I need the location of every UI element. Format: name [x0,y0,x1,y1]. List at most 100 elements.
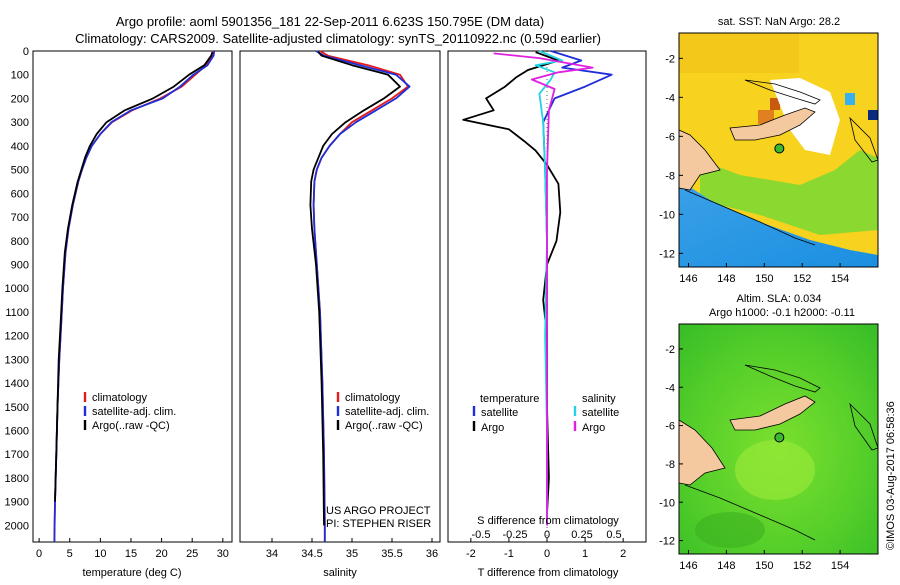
legend-label: Argo(..raw -QC) [92,420,170,432]
depth-tick-label: 1400 [5,378,29,390]
sla-argo-position-marker [774,432,785,443]
sst-hot-cell [758,110,774,124]
x-tick-label: 15 [125,548,137,560]
depth-tick-label: 1900 [5,497,29,509]
sst-green-band [700,150,878,235]
depth-tick-label: 900 [11,259,29,271]
map-lon-tick-label: 152 [793,273,811,285]
legend-label: climatology [345,392,401,404]
map-lat-tick-label: -2 [665,344,675,356]
x-tick-label: 0 [36,548,42,560]
depth-tick-label: 1000 [5,283,29,295]
depth-axis: 0 100 200 300 400 500 600 700 800 900 1000 1100 1200… [5,46,37,532]
map-lon-tick-label: 148 [717,560,735,572]
map-lat-tick-label: -4 [665,92,675,104]
legend-label: satellite-adj. clim. [92,406,176,418]
sst-cold-water [679,180,878,267]
sla-high-anomaly [735,440,815,500]
map-lat-tick-label: -6 [665,131,675,143]
depth-tick-label: 1600 [5,426,29,438]
x-tick-label: 10 [94,548,106,560]
x-tick-label: 35.5 [381,548,402,560]
s-diff-tick-label: 0 [544,529,550,541]
map-lat-tick-label: -8 [665,170,675,182]
sst-hot-cell [770,98,780,110]
s-diff-tick-label: -0.5 [472,529,491,541]
difference-panel: -2 -1 0 1 2 S difference from climatology -0… [447,50,647,579]
x-tick-label: -1 [504,548,514,560]
depth-tick-label: 500 [11,165,29,177]
x-tick-label: 35 [346,548,358,560]
sst-argo-position-marker [774,143,785,154]
map-lon-tick-label: 152 [793,560,811,572]
s-diff-tick-label: 0.25 [571,529,592,541]
x-tick-label: 1 [582,548,588,560]
temperature-xlabel: temperature (deg C) [82,567,181,579]
sst-cold-cell [845,93,855,105]
legend-label: climatology [92,392,148,404]
series-line-argo-raw-qc- [54,51,214,502]
x-tick-label: 34.5 [301,548,322,560]
depth-tick-label: 800 [11,236,29,248]
x-tick-label: 2 [620,548,626,560]
sst-land-new-guinea [678,129,721,191]
series-line-argo-raw-qc- [309,51,401,526]
sla-low-anomaly [695,512,765,548]
title-line-2: Climatology: CARS2009. Satellite-adjuste… [75,31,601,46]
s-difference-label: S difference from climatology [477,515,619,527]
s-diff-tick-label: -0.25 [502,529,527,541]
sst-coast-new-ireland [744,79,821,105]
map-lat-tick-label: -10 [659,497,675,509]
depth-tick-label: 0 [23,46,29,58]
title-line-1: Argo profile: aoml 5901356_181 22-Sep-20… [116,14,544,29]
depth-tick-label: 100 [11,70,29,82]
depth-tick-label: 1700 [5,449,29,461]
x-tick-label: 36 [426,548,438,560]
sla-land-new-guinea [678,419,726,486]
temperature-frame [32,50,233,543]
map-lon-tick-label: 148 [717,273,735,285]
x-tick-label: 34 [266,548,278,560]
sst-warm-patch [679,33,799,73]
depth-tick-label: 400 [11,141,29,153]
depth-tick-label: 200 [11,93,29,105]
x-tick-label: 0 [544,548,550,560]
depth-tick-label: 1100 [5,307,29,319]
legend-label: satellite-adj. clim. [345,406,429,418]
depth-tick-label: 1300 [5,354,29,366]
map-lon-tick-label: 146 [679,560,697,572]
sst-map-frame [678,32,879,268]
depth-tick-label: 1800 [5,473,29,485]
map-lat-tick-label: -8 [665,459,675,471]
pi-label: PI: STEPHEN RISER [326,518,431,530]
map-lon-tick-label: 150 [755,560,773,572]
sla-land-new-britain [729,395,816,431]
x-tick-label: 5 [67,548,73,560]
legend-temp-satellite: satellite [481,407,518,419]
s-diff-tick-label: 0.5 [606,529,621,541]
x-tick-label: 25 [186,548,198,560]
map-lat-tick-label: -2 [665,53,675,65]
depth-tick-label: 2000 [5,520,29,532]
depth-tick-label: 700 [11,212,29,224]
sst-coast-solomons [849,116,879,163]
map-lat-tick-label: -4 [665,382,675,394]
depth-tick-label: 1200 [5,331,29,343]
map-lat-tick-label: -12 [659,536,675,548]
sla-coast-south [684,484,816,541]
sst-map-title: sat. SST: NaN Argo: 28.2 [718,16,840,28]
legend-salinity-heading: salinity [582,393,616,405]
sla-coast-new-ireland [744,364,821,393]
series-line-salinity-argo [493,52,594,526]
depth-tick-label: 1500 [5,402,29,414]
sst-coast-south [684,189,816,246]
t-difference-label: T difference from climatology [478,567,619,579]
depth-tick-label: 600 [11,188,29,200]
map-lat-tick-label: -10 [659,209,675,221]
map-lon-tick-label: 154 [831,273,849,285]
salinity-xlabel: salinity [323,567,357,579]
sla-map-frame [678,323,879,555]
map-lon-tick-label: 146 [679,273,697,285]
temperature-panel: 0 5 10 15 20 25 30 temperature (deg C) climato… [32,50,233,579]
